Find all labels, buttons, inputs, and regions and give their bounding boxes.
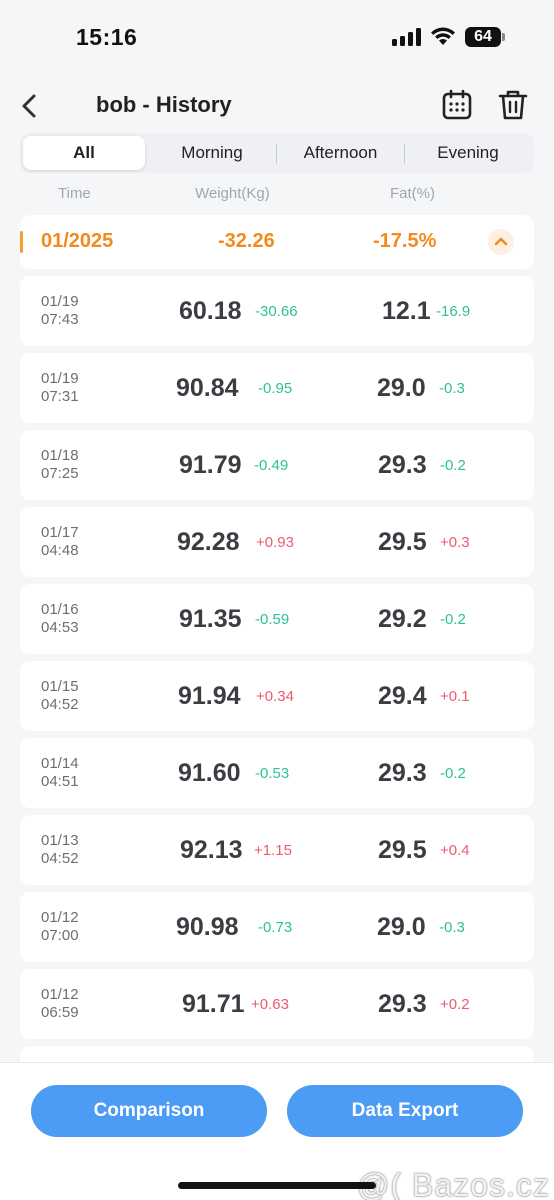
record-fat: 29.3 <box>378 759 427 787</box>
chevron-up-icon[interactable] <box>488 229 514 255</box>
record-fat: 29.5 <box>378 528 427 556</box>
record-weight: 91.94 <box>178 682 241 710</box>
status-bar: 15:16 64 <box>0 0 554 75</box>
tab-divider <box>404 144 405 164</box>
record-fat-delta: -0.3 <box>439 919 465 936</box>
column-headers: Time Weight(Kg) Fat(%) <box>0 183 554 205</box>
record-datetime: 01/19 07:43 <box>41 293 79 328</box>
record-row[interactable]: 01/18 07:25 91.79 -0.49 29.3 -0.2 <box>20 430 534 500</box>
nav-header: bob - History <box>0 78 554 134</box>
record-row-partial[interactable] <box>20 1046 534 1062</box>
record-fat-delta: -0.2 <box>440 765 466 782</box>
record-fat-delta: +0.1 <box>440 688 470 705</box>
record-fat: 29.3 <box>378 990 427 1018</box>
record-fat: 29.4 <box>378 682 427 710</box>
month-summary-row[interactable]: 01/2025 -32.26 -17.5% <box>20 215 534 269</box>
comparison-button[interactable]: Comparison <box>31 1085 267 1137</box>
record-row[interactable]: 01/12 07:00 90.98 -0.73 29.0 -0.3 <box>20 892 534 962</box>
record-weight: 92.28 <box>177 528 240 556</box>
trash-icon[interactable] <box>496 88 530 122</box>
record-weight-delta: +1.15 <box>254 842 292 859</box>
record-weight: 91.79 <box>179 451 242 479</box>
record-row[interactable]: 01/19 07:43 60.18 -30.66 12.1 -16.9 <box>20 276 534 346</box>
record-datetime: 01/12 07:00 <box>41 909 79 944</box>
column-time: Time <box>58 185 91 202</box>
back-button[interactable] <box>14 88 46 124</box>
cellular-signal-icon <box>392 28 422 46</box>
record-weight-delta: -30.66 <box>255 303 298 320</box>
record-weight: 90.98 <box>176 913 239 941</box>
record-row[interactable]: 01/14 04:51 91.60 -0.53 29.3 -0.2 <box>20 738 534 808</box>
record-weight: 91.35 <box>179 605 242 633</box>
record-fat-delta: +0.4 <box>440 842 470 859</box>
time-filter-tabs: All Morning Afternoon Evening <box>20 133 534 173</box>
battery-tip <box>502 33 505 41</box>
month-label: 01/2025 <box>41 230 114 252</box>
status-time: 15:16 <box>76 24 138 50</box>
record-weight-delta: +0.34 <box>256 688 294 705</box>
tab-morning[interactable]: Morning <box>181 143 243 162</box>
record-datetime: 01/12 06:59 <box>41 986 79 1021</box>
record-row[interactable]: 01/16 04:53 91.35 -0.59 29.2 -0.2 <box>20 584 534 654</box>
record-fat: 29.3 <box>378 451 427 479</box>
record-weight-delta: -0.73 <box>258 919 293 936</box>
record-weight-delta: +0.93 <box>256 534 294 551</box>
record-weight: 60.18 <box>179 297 242 325</box>
column-fat: Fat(%) <box>390 185 435 202</box>
record-row[interactable]: 01/12 06:59 91.71 +0.63 29.3 +0.2 <box>20 969 534 1039</box>
record-fat-delta: -16.9 <box>436 303 471 320</box>
calendar-icon[interactable] <box>440 88 474 122</box>
record-datetime: 01/19 07:31 <box>41 370 79 405</box>
record-row[interactable]: 01/15 04:52 91.94 +0.34 29.4 +0.1 <box>20 661 534 731</box>
record-fat: 29.2 <box>378 605 427 633</box>
record-row[interactable]: 01/17 04:48 92.28 +0.93 29.5 +0.3 <box>20 507 534 577</box>
tab-all[interactable]: All <box>23 136 145 170</box>
month-accent-bar <box>20 231 23 253</box>
watermark: @( Bazos.cz <box>357 1167 550 1200</box>
month-fat-change: -17.5% <box>373 230 437 252</box>
record-fat: 29.0 <box>377 374 426 402</box>
record-fat-delta: +0.3 <box>440 534 470 551</box>
record-weight: 92.13 <box>180 836 243 864</box>
bottom-action-bar: Comparison Data Export @( Bazos.cz <box>0 1062 554 1200</box>
record-row[interactable]: 01/19 07:31 90.84 -0.95 29.0 -0.3 <box>20 353 534 423</box>
battery-level: 64 <box>465 27 501 47</box>
record-datetime: 01/16 04:53 <box>41 601 79 636</box>
record-fat-delta: +0.2 <box>440 996 470 1013</box>
record-datetime: 01/15 04:52 <box>41 678 79 713</box>
record-datetime: 01/17 04:48 <box>41 524 79 559</box>
record-datetime: 01/13 04:52 <box>41 832 79 867</box>
home-indicator[interactable] <box>178 1182 376 1189</box>
record-fat: 12.1 <box>382 297 431 325</box>
record-weight-delta: +0.63 <box>251 996 289 1013</box>
page-title: bob - History <box>96 92 232 117</box>
record-weight-delta: -0.95 <box>258 380 293 397</box>
record-fat: 29.5 <box>378 836 427 864</box>
record-datetime: 01/18 07:25 <box>41 447 79 482</box>
tab-afternoon[interactable]: Afternoon <box>303 143 378 162</box>
record-fat: 29.0 <box>377 913 426 941</box>
tab-divider <box>276 144 277 164</box>
record-weight-delta: -0.53 <box>255 765 290 782</box>
record-weight: 91.71 <box>182 990 245 1018</box>
records-list[interactable]: 01/19 07:43 60.18 -30.66 12.1 -16.9 01/19… <box>20 276 534 1062</box>
record-row[interactable]: 01/13 04:52 92.13 +1.15 29.5 +0.4 <box>20 815 534 885</box>
tab-evening[interactable]: Evening <box>437 143 499 162</box>
data-export-button[interactable]: Data Export <box>287 1085 523 1137</box>
record-fat-delta: -0.3 <box>439 380 465 397</box>
record-weight: 91.60 <box>178 759 241 787</box>
record-weight-delta: -0.49 <box>254 457 289 474</box>
record-fat-delta: -0.2 <box>440 611 466 628</box>
record-weight-delta: -0.59 <box>255 611 290 628</box>
record-weight: 90.84 <box>176 374 239 402</box>
column-weight: Weight(Kg) <box>195 185 270 202</box>
wifi-icon <box>431 27 455 45</box>
month-weight-change: -32.26 <box>218 230 275 252</box>
record-datetime: 01/14 04:51 <box>41 755 79 790</box>
record-fat-delta: -0.2 <box>440 457 466 474</box>
